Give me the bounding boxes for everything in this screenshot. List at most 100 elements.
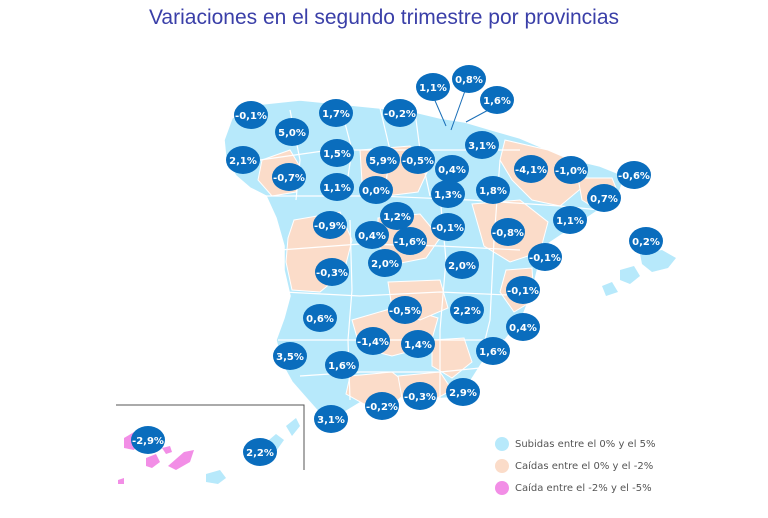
badge-value: 2,2% — [453, 306, 481, 317]
province-badge: -0,7% — [272, 163, 306, 191]
badge-value: -0,3% — [316, 268, 348, 279]
province-badge: -0,1% — [528, 243, 562, 271]
badge-circle — [131, 426, 165, 454]
province-badge: 0,8% — [452, 65, 486, 93]
badge-value: 1,7% — [322, 109, 350, 120]
province-badge: -4,1% — [514, 155, 548, 183]
province-badge: -0,2% — [365, 392, 399, 420]
badge-circle — [359, 176, 393, 204]
badge-circle — [366, 146, 400, 174]
badge-value: 1,3% — [434, 190, 462, 201]
badge-value: 3,1% — [317, 415, 345, 426]
badge-value: -0,7% — [273, 173, 305, 184]
badge-circle — [272, 163, 306, 191]
badge-circle — [303, 304, 337, 332]
badge-circle — [435, 155, 469, 183]
badge-circle — [243, 438, 277, 466]
province-badge: -0,1% — [431, 213, 465, 241]
badge-value: 5,0% — [278, 128, 306, 139]
province-badge: 1,6% — [325, 351, 359, 379]
badge-circle — [629, 227, 663, 255]
badge-circle — [383, 99, 417, 127]
badge-circle — [450, 296, 484, 324]
province-badge: 1,1% — [416, 73, 450, 101]
badge-value: 1,8% — [479, 186, 507, 197]
badge-value: 1,6% — [483, 96, 511, 107]
badge-value: 1,4% — [404, 340, 432, 351]
province-badge: 2,9% — [446, 378, 480, 406]
badge-circle — [554, 156, 588, 184]
badge-value: -0,5% — [389, 306, 421, 317]
badge-value: -2,9% — [132, 436, 164, 447]
badge-value: 1,1% — [419, 83, 447, 94]
badge-circle — [617, 161, 651, 189]
province-badge: 1,7% — [319, 99, 353, 127]
badge-value: 1,1% — [556, 216, 584, 227]
province-badge: 0,6% — [303, 304, 337, 332]
badge-circle — [234, 101, 268, 129]
province-badge: -0,5% — [388, 296, 422, 324]
badge-circle — [388, 296, 422, 324]
province-badge: -1,4% — [356, 327, 390, 355]
province-badge: -0,3% — [315, 258, 349, 286]
badge-value: -0,2% — [366, 402, 398, 413]
badge-circle — [356, 327, 390, 355]
province-badge: 1,4% — [401, 330, 435, 358]
badge-value: -0,9% — [314, 221, 346, 232]
badge-value: 1,2% — [383, 212, 411, 223]
badge-circle — [401, 146, 435, 174]
badge-circle — [380, 202, 414, 230]
badge-value: 0,6% — [306, 314, 334, 325]
badge-value: 0,2% — [632, 237, 660, 248]
badge-circle — [431, 180, 465, 208]
badge-circle — [320, 173, 354, 201]
badge-value: -0,1% — [432, 223, 464, 234]
legend-item-rise: Subidas entre el 0% y el 5% — [495, 436, 656, 452]
badge-circle — [416, 73, 450, 101]
badge-circle — [528, 243, 562, 271]
province-badge: 0,0% — [359, 176, 393, 204]
province-badge: -0,6% — [617, 161, 651, 189]
badge-circle — [506, 276, 540, 304]
province-badge: 2,2% — [243, 438, 277, 466]
badge-circle — [313, 211, 347, 239]
badge-value: -1,4% — [357, 337, 389, 348]
badge-circle — [273, 342, 307, 370]
legend-item-fall-small: Caídas entre el 0% y el -2% — [495, 458, 653, 474]
badge-circle — [355, 221, 389, 249]
badge-circle — [275, 118, 309, 146]
province-badge: -0,2% — [383, 99, 417, 127]
badge-value: -0,1% — [235, 111, 267, 122]
badge-circle — [491, 218, 525, 246]
badge-value: -0,5% — [402, 156, 434, 167]
badge-circle — [465, 131, 499, 159]
badge-value: -0,1% — [507, 286, 539, 297]
badge-value: 2,0% — [448, 261, 476, 272]
province-badge: 2,0% — [445, 251, 479, 279]
badge-value: -0,2% — [384, 109, 416, 120]
badge-value: -0,3% — [404, 392, 436, 403]
badge-circle — [587, 184, 621, 212]
province-badge: 0,4% — [435, 155, 469, 183]
province-badge: -0,8% — [491, 218, 525, 246]
province-badge: 2,1% — [226, 146, 260, 174]
province-value-badges: -0,1% 1,7% -0,2% 1,1% 0,8% 1,6% 5,0% 2,1% -0,7% 1… — [131, 65, 663, 466]
chart-title: Variaciones en el segundo trimestre por … — [148, 6, 620, 29]
badge-value: -1,6% — [394, 237, 426, 248]
badge-circle — [452, 65, 486, 93]
province-badge: -1,0% — [554, 156, 588, 184]
province-badge: 0,2% — [629, 227, 663, 255]
badge-circle — [314, 405, 348, 433]
badge-circle — [325, 351, 359, 379]
badge-circle — [476, 176, 510, 204]
badge-circle — [315, 258, 349, 286]
legend-item-fall-large: Caída entre el -2% y el -5% — [495, 480, 652, 496]
province-badge: 0,4% — [355, 221, 389, 249]
legend-label-rise: Subidas entre el 0% y el 5% — [515, 438, 656, 450]
province-badge: -0,9% — [313, 211, 347, 239]
province-badge: 3,1% — [314, 405, 348, 433]
badge-value: -4,1% — [515, 165, 547, 176]
province-badge: -0,3% — [403, 382, 437, 410]
badge-value: -0,6% — [618, 171, 650, 182]
